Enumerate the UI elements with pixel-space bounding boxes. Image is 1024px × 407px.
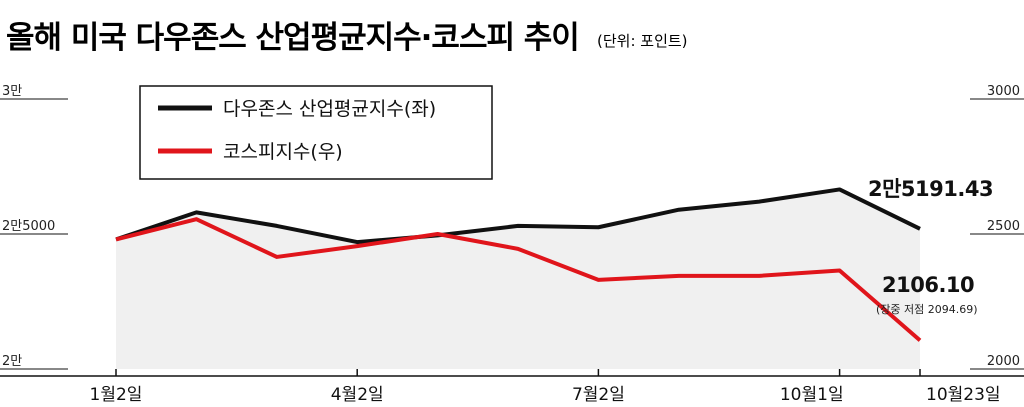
legend: 다우존스 산업평균지수(좌) 코스피지수(우) <box>139 85 493 180</box>
chart-title: 올해 미국 다우존스 산업평균지수·코스피 추이 <box>6 20 579 56</box>
series-layer <box>115 187 922 369</box>
x-axis: 1월2일 4월2일 7월2일 10월1일 10월23일 <box>90 369 1001 405</box>
x-tick-label: 10월1일 <box>780 385 844 405</box>
right-tick-label: 2500 <box>987 219 1020 234</box>
x-tick-label: 1월2일 <box>90 385 143 405</box>
kospi-last-value-label: 2106.10 <box>882 273 974 297</box>
legend-box <box>139 85 493 180</box>
legend-label-dow: 다우존스 산업평균지수(좌) <box>223 98 436 120</box>
x-tick-label: 4월2일 <box>331 385 384 405</box>
right-tick-label: 3000 <box>987 84 1020 99</box>
left-tick-label: 3만 <box>2 84 22 99</box>
right-axis: 3000 2500 2000 <box>970 84 1024 370</box>
left-axis: 3만 2만5000 2만 <box>0 84 68 370</box>
chart-unit-label: (단위: 포인트) <box>597 32 688 50</box>
dow-last-value-label: 2만5191.43 <box>868 177 993 201</box>
dow-area-fill <box>116 189 920 369</box>
kospi-intraday-low-note: (장중 저점 2094.69) <box>876 303 978 316</box>
x-tick-label: 7월2일 <box>572 385 625 405</box>
left-tick-label: 2만5000 <box>2 219 55 234</box>
right-tick-label: 2000 <box>987 354 1020 369</box>
legend-label-kospi: 코스피지수(우) <box>223 141 343 163</box>
x-tick-label: 10월23일 <box>926 385 1001 405</box>
left-tick-label: 2만 <box>2 354 22 369</box>
